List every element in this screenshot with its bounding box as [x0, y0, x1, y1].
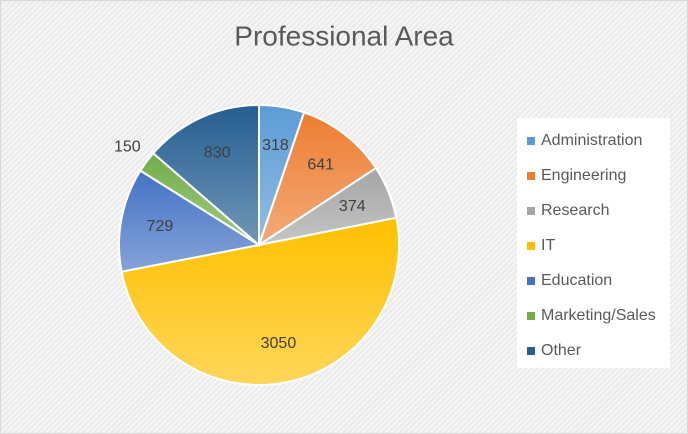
data-label: 150 — [114, 139, 141, 156]
legend-label: Engineering — [541, 167, 626, 184]
data-label: 3050 — [261, 335, 297, 352]
legend-label: IT — [541, 237, 555, 254]
legend-label: Other — [541, 342, 582, 359]
legend-swatch — [527, 137, 535, 145]
legend-label: Research — [541, 202, 609, 219]
legend-swatch — [527, 242, 535, 250]
legend-swatch — [527, 207, 535, 215]
pie-slice — [118, 169, 262, 273]
legend-swatch — [527, 312, 535, 320]
legend-box — [517, 118, 670, 368]
legend-label: Education — [541, 272, 612, 289]
legend-swatch — [527, 172, 535, 180]
data-label: 830 — [204, 145, 231, 162]
pie-slice — [151, 103, 260, 248]
data-label: 641 — [307, 156, 334, 173]
chart-title: Professional Area — [234, 20, 454, 51]
data-label: 318 — [262, 137, 289, 154]
legend-label: Marketing/Sales — [541, 307, 656, 324]
pie-slice — [257, 111, 378, 248]
data-label: 374 — [339, 198, 366, 215]
legend-label: Administration — [541, 132, 642, 149]
legend-swatch — [527, 347, 535, 355]
legend-swatch — [527, 277, 535, 285]
data-label: 729 — [147, 218, 174, 235]
pie-slice — [120, 216, 400, 387]
